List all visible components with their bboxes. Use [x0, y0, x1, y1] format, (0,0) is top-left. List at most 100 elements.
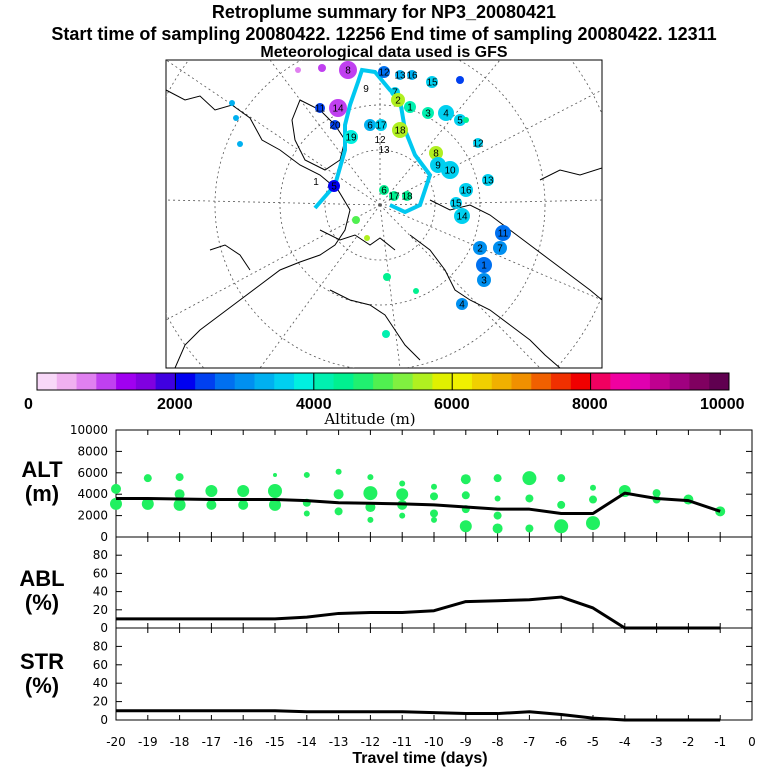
colorbar-tick-10000: 10000: [700, 396, 745, 413]
altitude-cluster-point: [333, 489, 344, 500]
alt-label-name: ALT: [21, 457, 63, 482]
map-marker: [328, 180, 340, 192]
colorbar-swatch: [570, 373, 592, 390]
map-marker-number: 16: [460, 186, 472, 197]
map-marker-number: 13: [394, 71, 406, 82]
map-marker: [454, 208, 470, 224]
map-marker: [383, 273, 391, 281]
x-tick-label: -15: [265, 735, 285, 749]
map-marker: [402, 191, 412, 201]
x-tick-label: -13: [329, 735, 349, 749]
map-marker-number: 13: [482, 176, 494, 187]
map-marker-number: 20: [329, 121, 341, 132]
colorbar-swatch: [155, 373, 176, 390]
map-marker-number: 1: [407, 103, 413, 114]
map-marker: [375, 119, 387, 131]
altitude-cluster-point: [525, 494, 534, 503]
altitude-cluster-point: [396, 488, 409, 501]
colorbar-swatch: [195, 373, 216, 390]
map-label-number: 13: [378, 145, 390, 156]
x-tick-label: -16: [233, 735, 253, 749]
map-marker: [456, 298, 468, 310]
map-marker: [429, 146, 443, 160]
colorbar-swatch: [333, 373, 354, 390]
map-marker-number: 3: [425, 109, 431, 120]
x-tick-label: -6: [555, 735, 567, 749]
colorbar-swatch: [452, 373, 473, 390]
abl-label-name: ABL: [19, 566, 65, 591]
map-marker: [473, 138, 483, 148]
altitude-cluster-point: [268, 483, 282, 498]
map-label-number: 9: [363, 84, 369, 95]
y-tick-label: 40: [93, 676, 108, 690]
colorbar-swatch: [432, 373, 453, 390]
y-tick-label: 2000: [77, 509, 108, 523]
altitude-cluster-point: [652, 489, 661, 498]
colorbar-swatch: [551, 373, 572, 390]
altitude-cluster-point: [589, 495, 597, 504]
map-marker-number: 7: [392, 88, 398, 99]
series-line: [116, 595, 721, 630]
map-marker-number: 17: [375, 121, 387, 132]
altitude-colorbar: [36, 372, 730, 391]
x-tick-label: -5: [587, 735, 599, 749]
abl-label-unit: (%): [24, 590, 60, 615]
map-marker-number: 11: [498, 229, 509, 240]
altitude-cluster-point: [461, 491, 470, 500]
colorbar-swatch: [511, 373, 532, 390]
map-marker: [438, 105, 454, 121]
map-marker: [382, 330, 390, 338]
colorbar-swatch: [175, 373, 196, 390]
x-tick-label: -10: [424, 735, 444, 749]
alt-label-unit: (m): [24, 481, 60, 506]
map-marker-number: 10: [444, 166, 456, 177]
map-marker: [315, 103, 325, 113]
map-marker: [364, 119, 376, 131]
colorbar-swatch: [234, 373, 255, 390]
colorbar-swatch: [373, 373, 394, 390]
map-marker-number: 14: [456, 212, 468, 223]
map-marker: [459, 183, 473, 197]
map-marker: [450, 197, 462, 209]
map-marker-number: 12: [472, 139, 484, 150]
colorbar-tick-0: 0: [24, 396, 33, 413]
altitude-cluster-point: [174, 489, 185, 500]
y-tick-label: 6000: [77, 466, 108, 480]
altitude-cluster-point: [399, 512, 406, 519]
map-marker-number: 4: [443, 109, 449, 120]
map-marker-number: 6: [367, 121, 373, 132]
y-tick-label: 0: [100, 530, 108, 544]
map-marker-number: 8: [433, 149, 439, 160]
map-marker-number: 19: [345, 133, 357, 144]
map-marker: [330, 120, 340, 130]
x-tick-label: -1: [714, 735, 726, 749]
altitude-cluster-point: [111, 483, 121, 494]
map-marker: [482, 174, 494, 186]
altitude-cluster-point: [431, 516, 437, 523]
str-label-unit: (%): [24, 673, 60, 698]
colorbar-frame: [36, 372, 730, 391]
map-marker: [404, 101, 416, 113]
colorbar-swatch: [274, 373, 295, 390]
time-series-panels: 0 2000 4000 6000 8000 10000 0 20 40 60 80 0 20 40 60 80…: [70, 423, 756, 749]
map-marker: [422, 107, 434, 119]
colorbar-swatch: [56, 373, 78, 390]
altitude-cluster-point: [557, 500, 566, 509]
map-marker: [392, 122, 408, 138]
map-marker-number: 12: [378, 68, 390, 79]
map-marker: [344, 130, 358, 144]
colorbar-swatch: [214, 373, 236, 390]
altitude-cluster-point: [303, 471, 310, 478]
x-tick-label: 0: [748, 735, 756, 749]
map-marker-number: 3: [481, 276, 487, 287]
map-marker-number: 2: [477, 244, 483, 255]
colorbar-tick-6000: 6000: [434, 396, 470, 413]
meteorology-note: Meteorological data used is GFS: [260, 44, 508, 61]
altitude-cluster-point: [554, 519, 569, 534]
colorbar-swatch: [135, 373, 157, 390]
map-marker-number: 17: [388, 192, 400, 203]
altitude-cluster-point: [522, 471, 537, 486]
colorbar-swatch: [649, 373, 671, 390]
